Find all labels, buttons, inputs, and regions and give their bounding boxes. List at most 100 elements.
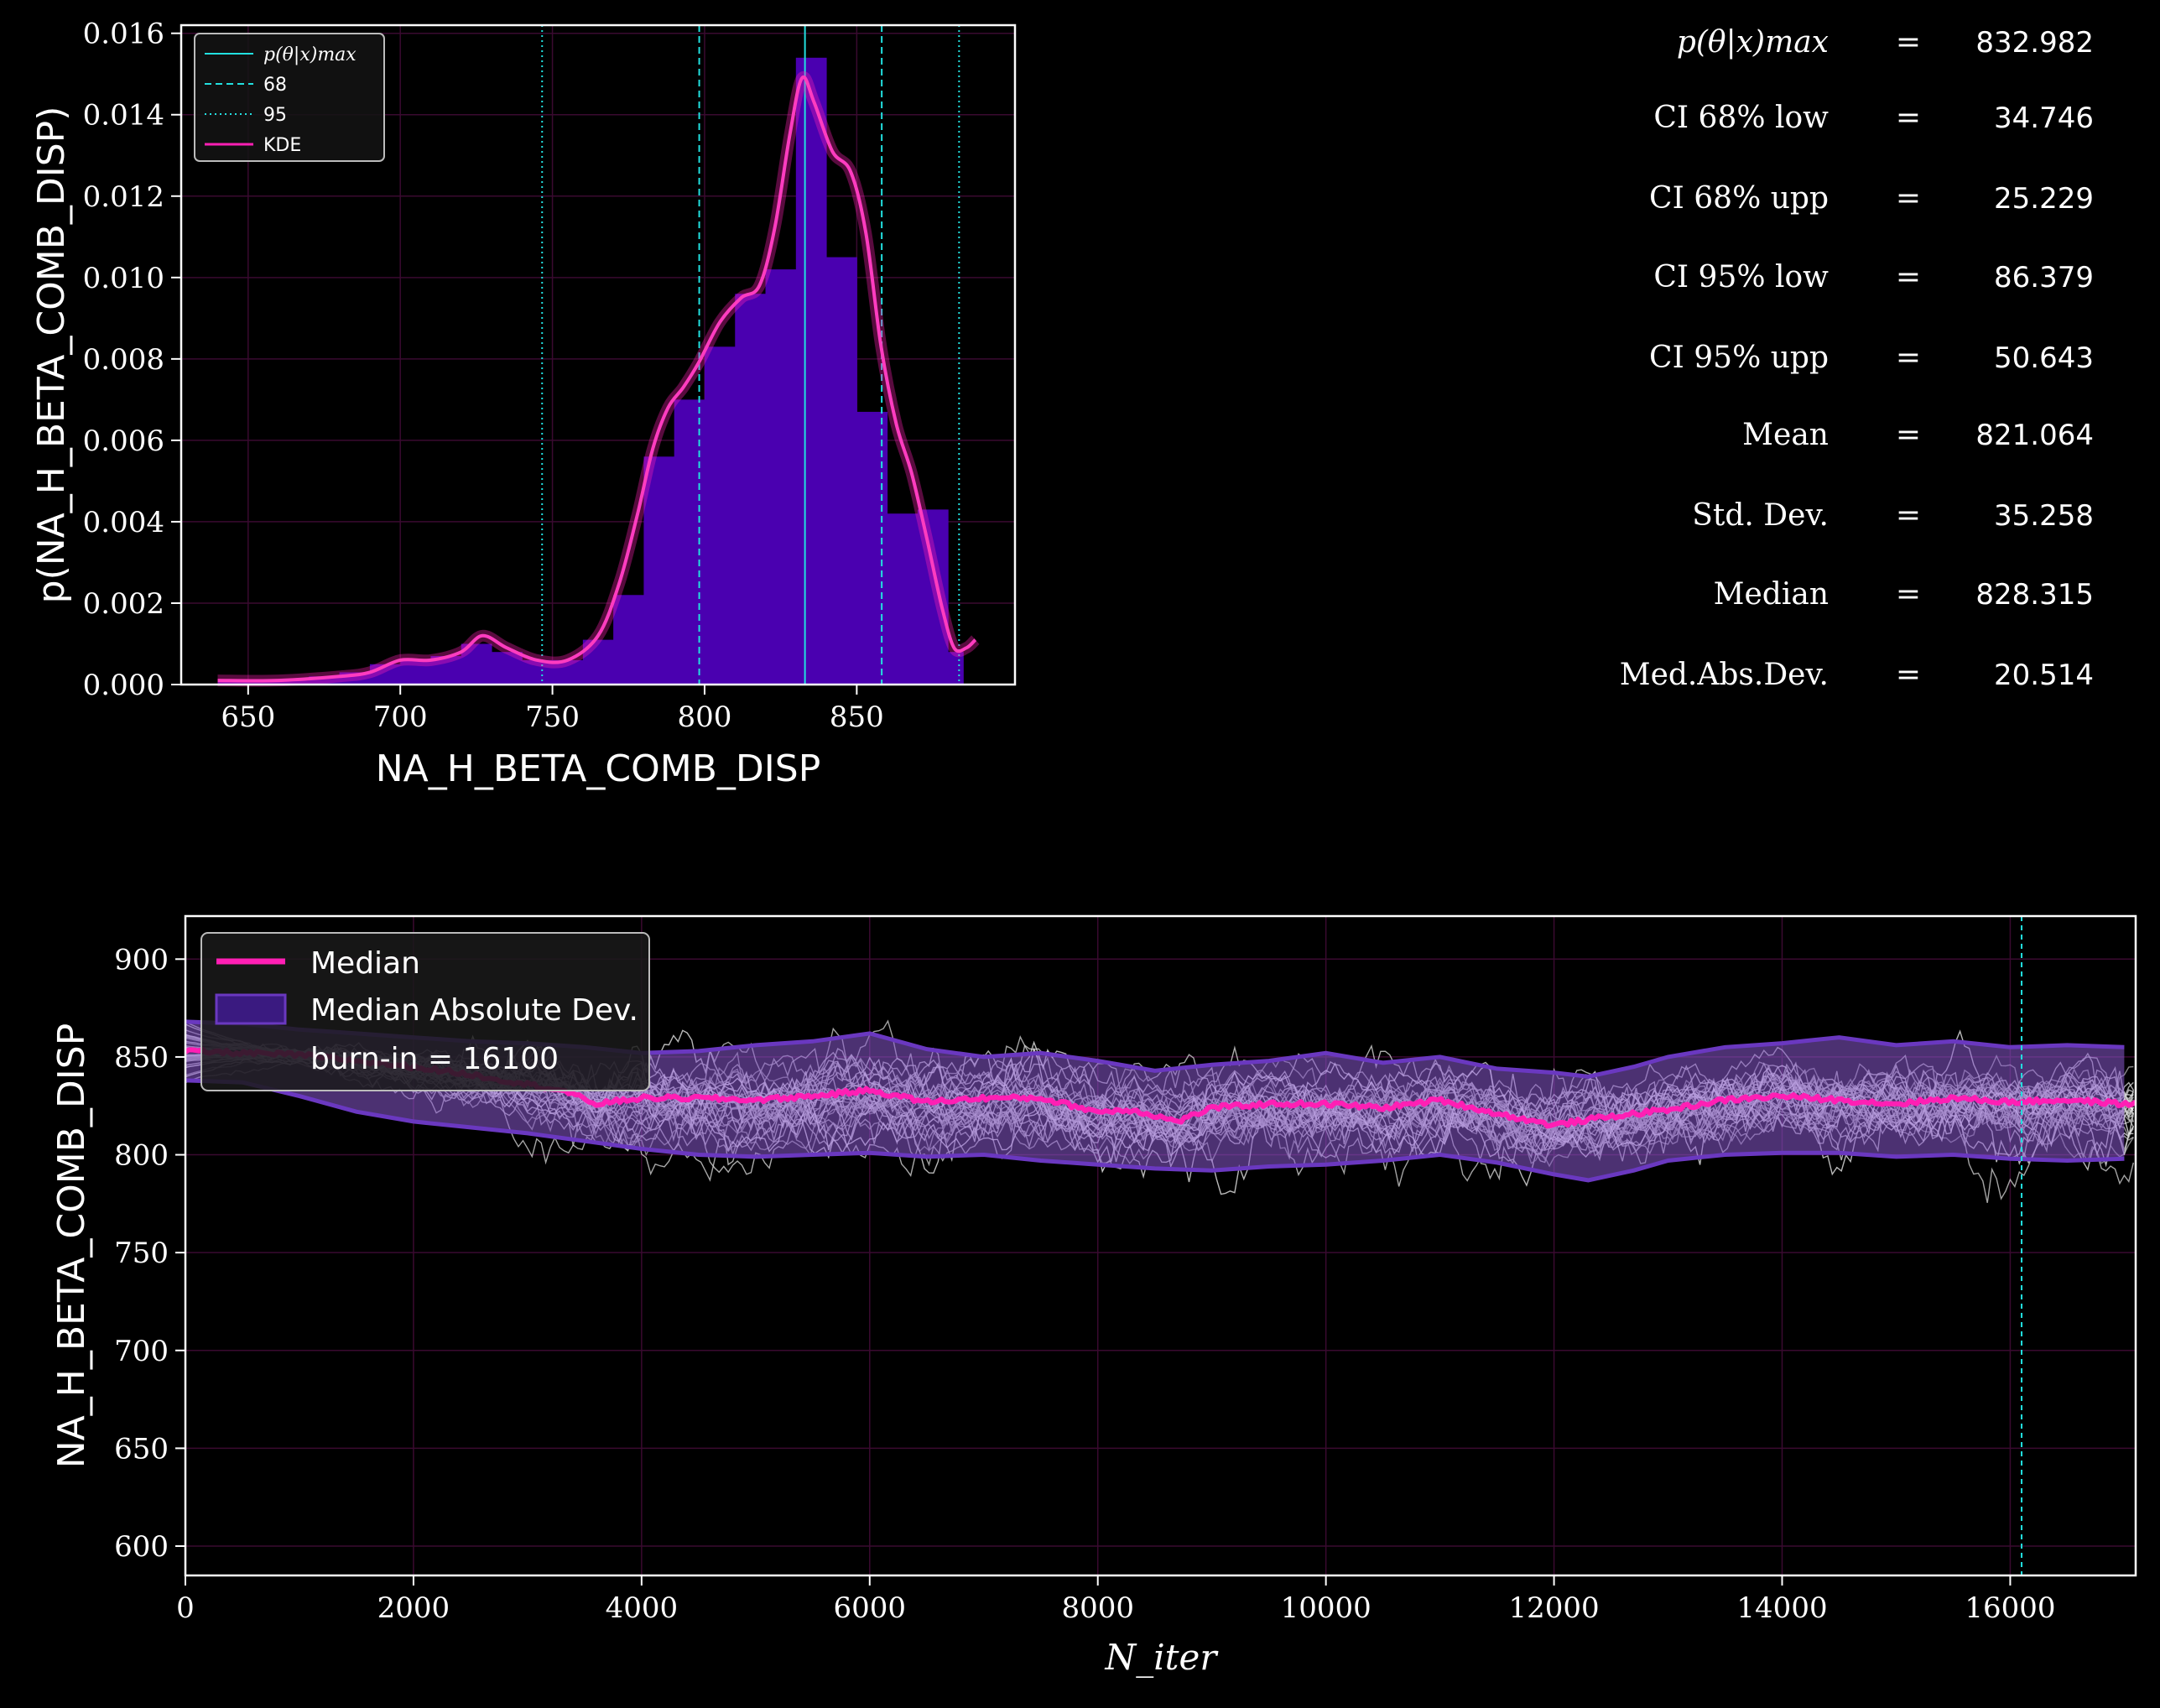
histogram-bar	[795, 57, 827, 685]
stats-row-value: 828.315	[1975, 578, 2094, 612]
hist-y-tick-label: 0.012	[83, 180, 164, 214]
histogram-bars	[217, 57, 964, 685]
trace-y-axis-label: NA_H_BETA_COMB_DISP	[50, 1023, 93, 1468]
histogram-bar	[704, 346, 736, 685]
stats-row-label: p(θ|x)max	[1677, 25, 1829, 60]
stats-row-label: CI 68% low	[1653, 101, 1829, 135]
histogram-bar	[552, 659, 584, 685]
legend-median-label: Median	[310, 946, 420, 981]
histogram-x-ticks: 650 700 750 800 850	[221, 685, 884, 734]
histogram-legend-box	[194, 33, 385, 162]
histogram-bar	[643, 456, 675, 685]
hist-y-tick-label: 0.000	[83, 669, 164, 702]
histogram-panel: 650 700 750 800 850 0.000 0.002 0.004 0.006 0.00…	[30, 18, 1017, 790]
stats-row-equals: =	[1896, 658, 1921, 692]
legend-pmax-label: p(θ|x)max	[263, 44, 357, 65]
legend-ci95-label: 95	[263, 105, 287, 126]
histogram-y-ticks: 0.000 0.002 0.004 0.006 0.008 0.010 0.012 0.014…	[83, 18, 181, 702]
hist-y-tick-label: 0.006	[83, 424, 164, 458]
legend-kde-label: KDE	[263, 135, 301, 156]
legend-mad-label: Median Absolute Dev.	[310, 993, 638, 1028]
kde-line	[217, 75, 977, 683]
stats-row-value: 35.258	[1994, 499, 2094, 533]
legend-burnin-label: burn-in = 16100	[310, 1042, 559, 1076]
stats-row-value: 25.229	[1994, 182, 2094, 216]
histogram-bar	[492, 652, 523, 685]
trace-x-tick-label: 8000	[1061, 1591, 1134, 1625]
histogram-bar	[461, 643, 492, 685]
hist-y-tick-label: 0.002	[83, 587, 164, 621]
mad-band	[185, 1021, 2125, 1180]
stats-row-equals: =	[1896, 341, 1921, 375]
histogram-bar	[948, 652, 964, 685]
hist-x-tick-label: 800	[678, 700, 732, 734]
hist-y-tick-label: 0.014	[83, 99, 164, 133]
hist-y-tick-label: 0.008	[83, 343, 164, 377]
trace-y-tick-label: 850	[114, 1041, 169, 1075]
trace-y-tick-label: 900	[114, 943, 169, 976]
histogram-bar	[826, 257, 857, 685]
stats-row-value: 821.064	[1975, 419, 2094, 452]
trace-x-tick-label: 4000	[606, 1591, 679, 1625]
stats-row-equals: =	[1896, 418, 1921, 452]
trace-legend-box	[200, 932, 650, 1091]
histogram-bar	[247, 680, 279, 685]
trace-x-axis-label: N_iter	[1105, 1637, 1220, 1678]
trace-panel: 0 2000 4000 6000 8000 10000 12000 14000 16000 60…	[50, 914, 2137, 1678]
histogram-bar	[400, 659, 431, 685]
trace-x-tick-label: 6000	[834, 1591, 907, 1625]
trace-x-tick-label: 0	[176, 1591, 195, 1625]
trace-y-tick-label: 600	[114, 1530, 169, 1564]
stats-row-value: 50.643	[1994, 341, 2094, 375]
trace-y-ticks: 600 650 700 750 800 850 900	[114, 943, 185, 1564]
stats-table: p(θ|x)max = 832.982 CI 68% low = 34.746 CI 68%…	[1620, 25, 2094, 692]
stats-row-value: 86.379	[1994, 261, 2094, 294]
trace-y-tick-label: 650	[114, 1432, 169, 1466]
histogram-x-axis-label: NA_H_BETA_COMB_DISP	[376, 747, 820, 790]
histogram-bar	[278, 680, 310, 685]
histogram-legend: p(θ|x)max 68 95 KDE	[194, 33, 385, 162]
stats-row-equals: =	[1896, 260, 1921, 294]
stats-row-label: CI 68% upp	[1649, 181, 1829, 216]
mad-lower-edge	[185, 1078, 2125, 1183]
legend-ci68-label: 68	[263, 75, 287, 96]
hist-x-tick-label: 850	[830, 700, 884, 734]
trace-axes-frame	[184, 914, 2137, 1577]
trace-x-tick-label: 12000	[1508, 1591, 1599, 1625]
histogram-bar	[613, 595, 644, 685]
stats-row-equals: =	[1896, 577, 1921, 612]
stats-row-equals: =	[1896, 101, 1921, 135]
stats-row-label: Median	[1714, 577, 1829, 612]
stats-row-equals: =	[1896, 498, 1921, 533]
histogram-bar	[674, 399, 705, 685]
trace-legend: Median Median Absolute Dev. burn-in = 16…	[200, 932, 650, 1091]
stats-row-value: 20.514	[1994, 659, 2094, 692]
histogram-bar	[309, 676, 341, 685]
trace-x-tick-label: 14000	[1736, 1591, 1827, 1625]
trace-x-tick-label: 16000	[1965, 1591, 2055, 1625]
stats-row-equals: =	[1896, 181, 1921, 216]
stats-row-value: 34.746	[1994, 102, 2094, 135]
histogram-bar	[217, 680, 249, 685]
trace-y-tick-label: 800	[114, 1139, 169, 1173]
stats-row-value: 832.982	[1975, 26, 2094, 60]
trace-x-tick-label: 10000	[1281, 1591, 1371, 1625]
histogram-y-axis-label: p(NA_H_BETA_COMB_DISP)	[30, 107, 73, 604]
trace-y-tick-label: 750	[114, 1237, 169, 1270]
trace-x-tick-label: 2000	[377, 1591, 450, 1625]
histogram-axes-frame	[180, 23, 1017, 686]
hist-y-tick-label: 0.016	[83, 18, 164, 51]
hist-y-tick-label: 0.004	[83, 506, 164, 539]
histogram-bar	[735, 294, 767, 685]
trace-x-ticks: 0 2000 4000 6000 8000 10000 12000 14000 16000	[176, 1575, 2056, 1625]
hist-x-tick-label: 750	[525, 700, 580, 734]
stats-row-label: Med.Abs.Dev.	[1620, 658, 1829, 692]
histogram-bar	[765, 269, 797, 685]
stats-row-label: Mean	[1742, 418, 1829, 452]
hist-x-tick-label: 700	[373, 700, 428, 734]
hist-x-tick-label: 650	[221, 700, 275, 734]
histogram-bar	[887, 513, 919, 685]
stats-row-label: CI 95% low	[1653, 260, 1829, 294]
